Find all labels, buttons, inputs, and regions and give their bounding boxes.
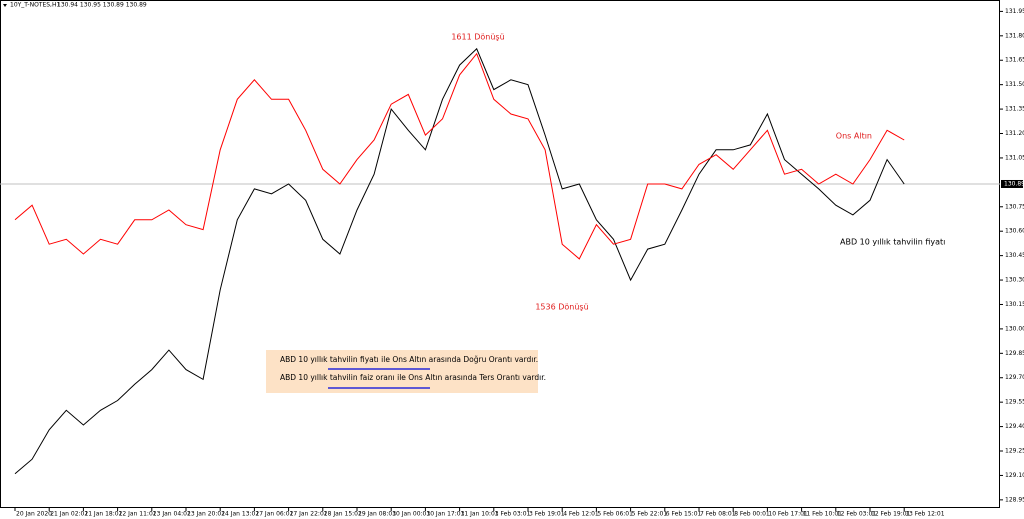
- y-tick-label: 129.40: [1005, 423, 1024, 430]
- x-tick-label: 29 Jan 08:01: [358, 511, 396, 518]
- series-line: [14, 47, 905, 475]
- series-label: Ons Altın: [836, 132, 872, 141]
- price-marker: [1001, 179, 1023, 188]
- x-tick-label: 5 Feb 06:01: [597, 511, 633, 518]
- x-tick-label: 12 Feb 19:01: [871, 511, 911, 518]
- y-tick-label: 130.30: [1005, 277, 1024, 284]
- plot-frame: [0, 0, 1000, 508]
- x-tick-label: 23 Jan 20:01: [187, 511, 225, 518]
- x-tick-label: 3 Feb 19:01: [529, 511, 565, 518]
- x-tick-label: 6 Feb 15:01: [666, 511, 702, 518]
- x-tick-label: 31 Jan 10:01: [461, 511, 499, 518]
- y-tick-label: 131.95: [1005, 8, 1024, 15]
- y-tick-label: 131.65: [1005, 57, 1024, 64]
- price-label: 130.89: [1004, 180, 1024, 187]
- note-box: [266, 350, 538, 393]
- x-tick-label: 28 Jan 15:01: [324, 511, 362, 518]
- x-tick-label: 30 Jan 17:01: [426, 511, 464, 518]
- symbol-arrow: [3, 4, 7, 7]
- y-tick-label: 131.20: [1005, 130, 1024, 137]
- symbol: 10Y_T-NOTES,H1: [10, 2, 60, 9]
- x-tick-label: 24 Jan 13:01: [221, 511, 259, 518]
- x-tick-label: 7 Feb 08:01: [700, 511, 736, 518]
- y-tick-label: 130.00: [1005, 325, 1024, 332]
- note-line: ABD 10 yıllık tahvilin faiz oranı ile On…: [280, 373, 546, 382]
- y-tick-label: 129.85: [1005, 350, 1024, 357]
- note-line: ABD 10 yıllık tahvilin fiyatı ile Ons Al…: [280, 355, 538, 364]
- y-tick-label: 129.55: [1005, 399, 1024, 406]
- x-tick-label: 27 Jan 06:01: [255, 511, 293, 518]
- y-tick-label: 131.05: [1005, 154, 1024, 161]
- y-tick-label: 130.60: [1005, 228, 1024, 235]
- y-tick-label: 128.95: [1005, 496, 1024, 503]
- series-line: [14, 52, 905, 260]
- x-tick-label: 8 Feb 00:01: [734, 511, 770, 518]
- y-tick-label: 131.50: [1005, 81, 1024, 88]
- ohlc: 130.94 130.95 130.89 130.89: [57, 2, 147, 9]
- series-label: ABD 10 yıllık tahvilin fiyatı: [840, 238, 945, 247]
- y-tick-label: 130.45: [1005, 252, 1024, 259]
- x-tick-label: 10 Feb 17:01: [768, 511, 808, 518]
- x-tick-label: 12 Feb 03:01: [837, 511, 877, 518]
- x-tick-label: 3 Feb 03:01: [495, 511, 531, 518]
- x-tick-label: 21 Jan 02:01: [50, 511, 88, 518]
- y-tick-label: 129.70: [1005, 374, 1024, 381]
- x-tick-label: 5 Feb 22:01: [632, 511, 668, 518]
- y-tick-label: 130.15: [1005, 301, 1024, 308]
- x-tick-label: 13 Feb 12:01: [905, 511, 945, 518]
- x-tick-label: 23 Jan 04:01: [153, 511, 191, 518]
- y-tick-label: 131.35: [1005, 106, 1024, 113]
- x-tick-label: 27 Jan 22:01: [290, 511, 328, 518]
- x-tick-label: 4 Feb 12:01: [563, 511, 599, 518]
- x-tick-label: 22 Jan 11:01: [119, 511, 157, 518]
- x-tick-label: 11 Feb 10:01: [803, 511, 843, 518]
- x-tick-label: 30 Jan 00:01: [392, 511, 430, 518]
- annotation: 1536 Dönüşü: [535, 303, 588, 312]
- y-tick-label: 130.75: [1005, 203, 1024, 210]
- y-tick-label: 129.25: [1005, 448, 1024, 455]
- x-tick-label: 20 Jan 2020: [16, 511, 52, 518]
- x-tick-label: 21 Jan 18:01: [84, 511, 122, 518]
- y-tick-label: 131.80: [1005, 32, 1024, 39]
- y-tick-label: 129.10: [1005, 472, 1024, 479]
- annotation: 1611 Dönüşü: [451, 33, 504, 42]
